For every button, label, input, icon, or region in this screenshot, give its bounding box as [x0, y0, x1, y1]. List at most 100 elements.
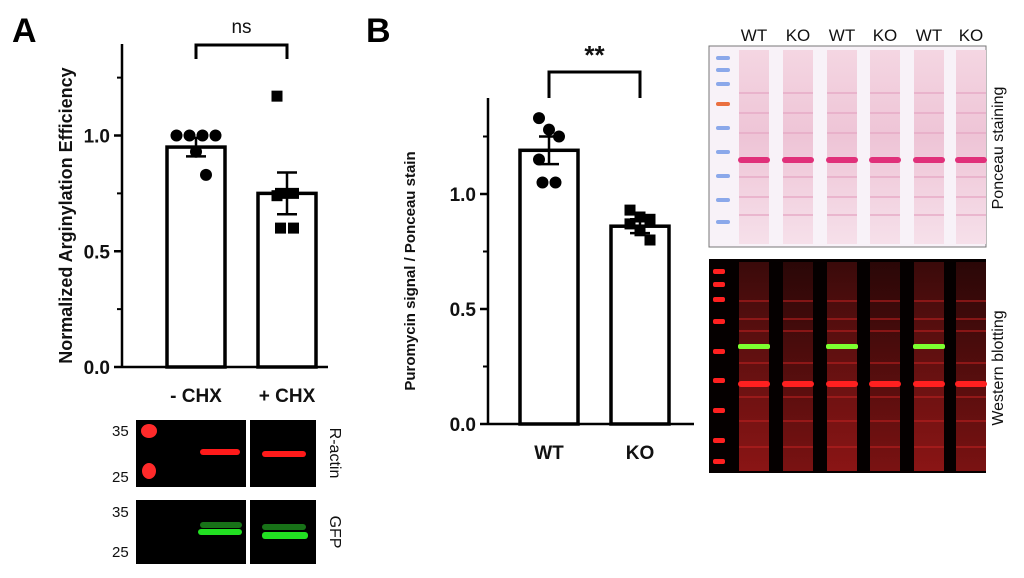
ponceau-faint-band [827, 214, 857, 216]
gfp-marker-25: 25 [112, 544, 129, 561]
chart-b-bar-2 [609, 224, 671, 426]
chart-a-ytick-label: 0.0 [84, 358, 110, 379]
chart-a-category-2: + CHX [259, 386, 316, 407]
western-ladder-band [713, 459, 725, 464]
gfp-band-right [262, 532, 308, 539]
chart-b-point-1-1 [533, 112, 545, 125]
ponceau-ladder-band [716, 82, 730, 86]
ractin-label: R-actin [326, 428, 343, 479]
western-faint-band [870, 446, 900, 448]
ponceau-faint-band [783, 112, 813, 114]
gfp-band-left [198, 529, 242, 535]
western-ladder-band [713, 269, 725, 274]
chart-b-ytick-label: 0.5 [450, 300, 477, 321]
chart-b-significance-bracket [547, 70, 642, 98]
ponceau-faint-band [914, 196, 944, 198]
western-faint-band [783, 300, 813, 302]
western-lane-6 [956, 262, 986, 471]
ractin-band-left [200, 449, 240, 455]
chart-a-significance-bracket [194, 43, 289, 59]
chart-a-bar-2 [256, 191, 318, 369]
ponceau-faint-band [914, 92, 944, 94]
chart-b-point-2-4 [624, 218, 636, 230]
ponceau-lane-4: KO [873, 26, 898, 45]
ponceau-faint-band [956, 196, 986, 198]
chart-a-ytick-label: 1.0 [84, 127, 110, 148]
western-main-band-1 [738, 381, 770, 387]
ponceau-ladder-band [716, 102, 730, 106]
ponceau-ladder-band [716, 150, 730, 154]
ponceau-faint-band [827, 176, 857, 178]
ractin-marker-25: 25 [112, 469, 129, 486]
western-faint-band [914, 420, 944, 422]
western-faint-band [827, 362, 857, 364]
western-faint-band [914, 300, 944, 302]
ponceau-faint-band [870, 196, 900, 198]
chart-a: 0.0 0.5 1.0 Normalized Arginylation Efficie… [56, 17, 328, 407]
ponceau-faint-band [956, 132, 986, 134]
western-ladder-band [713, 438, 725, 443]
chart-a-point-2-6 [288, 222, 299, 234]
western-faint-band [739, 420, 769, 422]
gfp-label: GFP [326, 516, 343, 549]
ponceau-lane-1: WT [741, 26, 767, 45]
western-lane-3 [827, 262, 857, 471]
western-green-band-1 [738, 344, 770, 349]
ponceau-lane-4 [870, 50, 900, 244]
western-faint-band [783, 318, 813, 320]
western-blot: Western blotting [709, 259, 1007, 473]
western-faint-band [870, 300, 900, 302]
chart-b-significance-label: ** [584, 40, 605, 70]
ractin-marker-35: 35 [112, 423, 129, 440]
western-faint-band [956, 318, 986, 320]
western-ladder-band [713, 378, 725, 383]
ractin-blot: 35 25 R-actin [112, 420, 343, 487]
western-faint-band [827, 446, 857, 448]
western-faint-band [739, 362, 769, 364]
ponceau-lane-6: KO [959, 26, 984, 45]
western-main-band-6 [955, 381, 987, 387]
western-faint-band [956, 362, 986, 364]
chart-a-point-2-4 [271, 190, 283, 202]
western-green-band-5 [913, 344, 945, 349]
chart-b-point-1-5 [536, 176, 549, 189]
western-main-band-3 [826, 381, 858, 387]
ponceau-faint-band [956, 112, 986, 114]
chart-a-point-1-1 [170, 129, 183, 142]
chart-b-point-1-3 [553, 130, 565, 143]
western-faint-band [739, 396, 769, 398]
ponceau-main-band-5 [913, 157, 945, 163]
ponceau-faint-band [914, 214, 944, 216]
western-faint-band [870, 396, 900, 398]
western-ladder-band [713, 349, 725, 354]
gfp-band-right-faint [262, 524, 306, 530]
chart-b-point-2-3 [644, 213, 656, 225]
chart-a-bar-1 [165, 145, 227, 369]
ponceau-faint-band [956, 176, 986, 178]
western-faint-band [783, 330, 813, 332]
ponceau-ladder-band [716, 68, 730, 72]
panel-label-b: B [366, 12, 391, 50]
ractin-ladder-bottom [142, 463, 156, 479]
ponceau-faint-band [827, 92, 857, 94]
ponceau-faint-band [739, 214, 769, 216]
gfp-marker-35: 35 [112, 504, 129, 521]
ponceau-lane-1 [739, 50, 769, 244]
western-main-band-4 [869, 381, 901, 387]
chart-b-point-2-2 [634, 211, 646, 223]
panel-label-a: A [12, 12, 37, 50]
ponceau-faint-band [870, 132, 900, 134]
ponceau-faint-band [739, 132, 769, 134]
ponceau-lane-2 [783, 50, 813, 244]
western-lanes [713, 262, 987, 471]
western-faint-band [914, 396, 944, 398]
western-faint-band [870, 330, 900, 332]
western-lane-5 [914, 262, 944, 471]
ponceau-faint-band [739, 196, 769, 198]
chart-a-point-1-6 [200, 168, 212, 181]
western-faint-band [870, 318, 900, 320]
western-faint-band [914, 362, 944, 364]
ponceau-lane-2: KO [786, 26, 811, 45]
ponceau-faint-band [827, 112, 857, 114]
